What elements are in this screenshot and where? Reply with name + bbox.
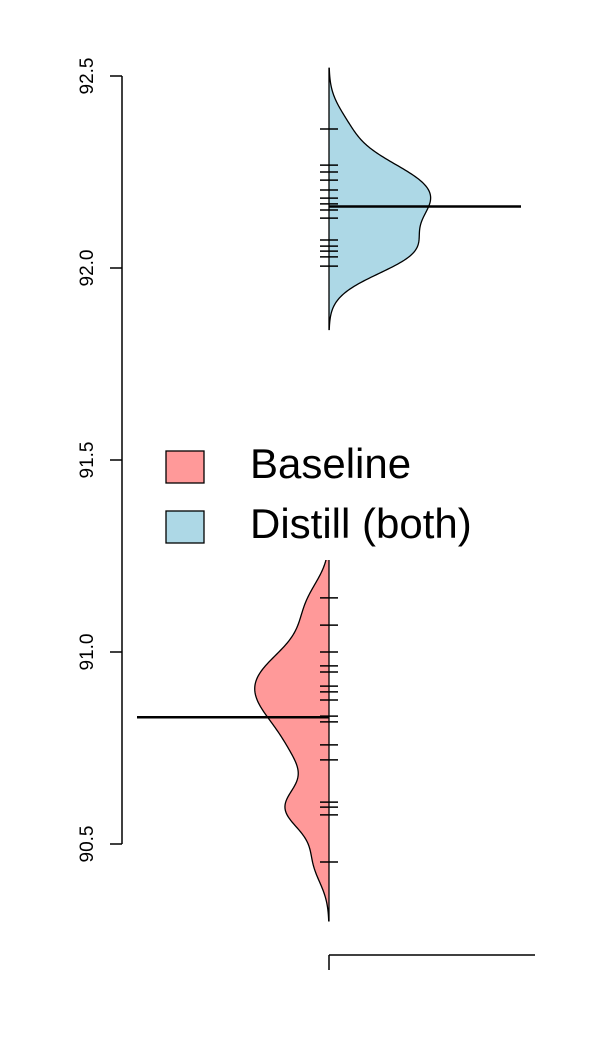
bean-density — [254, 533, 330, 922]
y-tick-label: 92.5 — [77, 58, 98, 95]
y-tick-label: 91.0 — [77, 634, 98, 671]
legend: Baseline Distill (both) — [140, 436, 534, 560]
legend-swatch — [165, 510, 205, 544]
legend-background — [140, 436, 534, 560]
plot-area — [137, 67, 521, 922]
legend-label: Baseline — [250, 440, 411, 487]
legend-swatch — [165, 450, 205, 484]
y-tick-label: 92.0 — [77, 250, 98, 287]
y-tick-label: 91.5 — [77, 442, 98, 479]
legend-label: Distill (both) — [250, 500, 472, 547]
y-tick-label: 90.5 — [77, 826, 98, 863]
bean-density — [328, 67, 432, 331]
